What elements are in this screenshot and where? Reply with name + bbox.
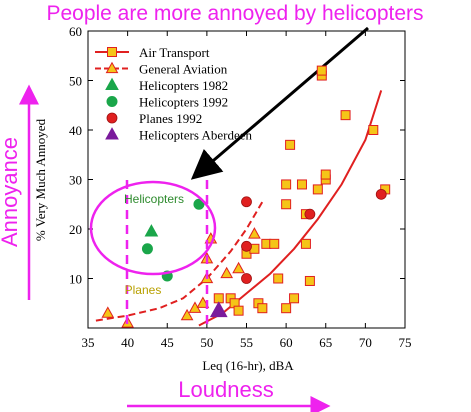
air-transport-point — [300, 238, 311, 249]
legend-marker-air-transport — [107, 47, 117, 57]
air-transport-point — [269, 238, 280, 249]
legend-label: Helicopters Aberdeen — [139, 128, 252, 143]
general-aviation-point — [220, 266, 234, 279]
legend-marker-helicopters-aberdeen — [105, 127, 119, 140]
general-aviation-point — [232, 261, 245, 274]
general-aviation-point — [180, 308, 194, 321]
planes-1992-point — [241, 240, 252, 252]
planes-annotation: Planes — [125, 283, 162, 297]
air-transport-point — [296, 179, 307, 190]
y-tick-label: 20 — [69, 222, 82, 237]
x-tick-label: 40 — [121, 335, 134, 350]
air-transport-point — [316, 65, 327, 76]
x-tick-label: 60 — [280, 335, 293, 350]
legend-marker-general-aviation — [105, 61, 119, 74]
helicopters-highlight-ellipse — [89, 180, 217, 276]
legend-marker-helicopters-1982 — [105, 77, 119, 90]
y-axis-label: % Very Much Annoyed — [33, 118, 48, 241]
helicopters-1982-point — [144, 224, 159, 237]
air-transport-point — [304, 275, 315, 286]
general-aviation-point — [196, 296, 210, 308]
general-aviation-point — [248, 227, 261, 239]
chart-title: People are more annoyed by helicopters — [46, 2, 423, 25]
y-tick-label: 60 — [69, 24, 82, 39]
air-transport-point — [281, 179, 292, 190]
air-transport-point — [320, 169, 331, 180]
pointer-arrow — [190, 26, 369, 180]
x-tick-label: 35 — [82, 335, 95, 350]
y-tick-label: 40 — [69, 123, 82, 138]
planes-1992-point — [241, 273, 252, 284]
x-tick-label: 55 — [240, 335, 253, 350]
helicopters-1992-point — [141, 243, 153, 255]
planes-1992-point — [241, 196, 252, 208]
general-aviation-fit-curve — [95, 201, 264, 322]
x-tick-label: 45 — [161, 335, 174, 350]
air-transport-point — [289, 293, 300, 304]
planes-1992-point — [304, 208, 316, 220]
air-transport-point — [368, 125, 379, 135]
legend-label: Air Transport — [139, 45, 210, 60]
planes-1992-point — [375, 188, 387, 200]
air-transport-point — [340, 110, 351, 121]
legend-marker-planes-1992 — [106, 112, 118, 124]
y-tick-label: 30 — [69, 173, 82, 188]
air-transport-point — [281, 303, 292, 314]
legend-marker-helicopters-1992 — [106, 96, 118, 107]
legend-label: Planes 1992 — [139, 111, 202, 126]
air-transport-point — [312, 184, 323, 195]
x-tick-label: 75 — [399, 335, 412, 350]
air-transport-point — [273, 273, 284, 284]
loudness-caption: Loudness — [178, 377, 273, 402]
x-tick-label: 70 — [359, 335, 372, 350]
y-tick-label: 10 — [69, 272, 82, 287]
annoyance-caption: Annoyance — [0, 137, 22, 247]
legend-label: General Aviation — [139, 62, 228, 77]
legend-label: Helicopters 1992 — [139, 95, 228, 110]
x-axis-label: Leq (16-hr), dBA — [202, 358, 294, 373]
helicopters-annotation: Helicopters — [124, 192, 184, 206]
air-transport-point — [281, 199, 292, 210]
legend-label: Helicopters 1982 — [139, 78, 228, 93]
air-transport-point — [285, 139, 296, 150]
air-transport-point — [233, 305, 244, 316]
air-transport-point — [257, 303, 268, 314]
helicopters-aberdeen-point — [209, 301, 228, 318]
y-tick-label: 50 — [69, 74, 82, 89]
helicopters-1992-point — [193, 198, 205, 210]
general-aviation-point — [101, 306, 115, 318]
x-tick-label: 65 — [319, 335, 332, 350]
x-tick-label: 50 — [200, 335, 213, 350]
